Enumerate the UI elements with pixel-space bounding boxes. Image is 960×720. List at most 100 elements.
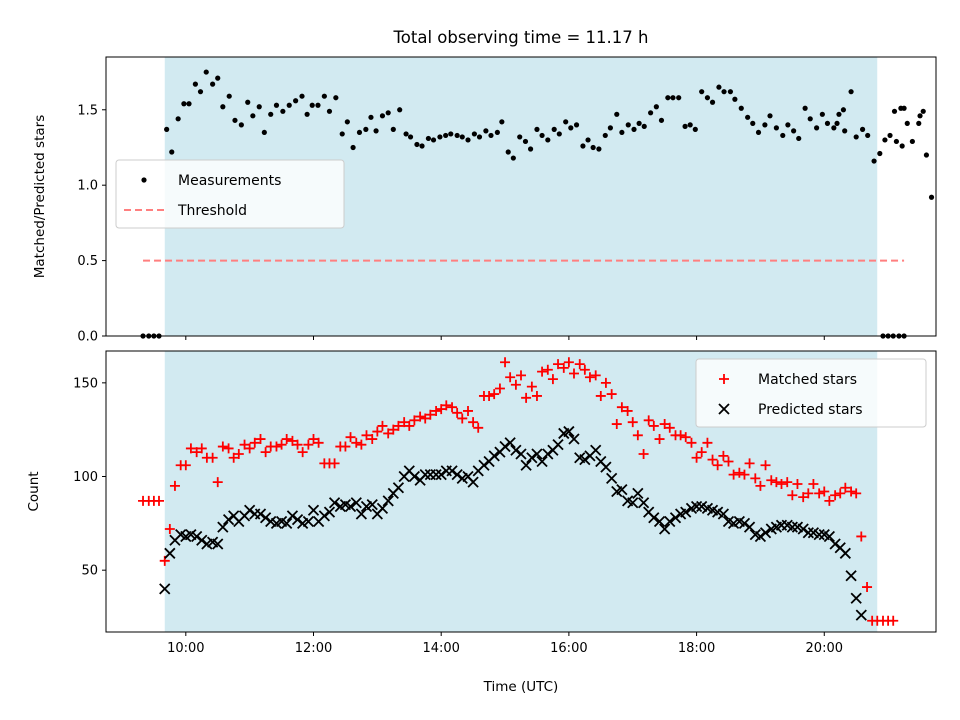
matched-star-marker [287, 435, 298, 446]
measurement-point [280, 108, 286, 114]
measurement-point [268, 111, 274, 117]
measurement-point [596, 146, 602, 152]
matched-star-marker [249, 437, 260, 448]
predicted-star-marker [344, 500, 357, 513]
predicted-star-marker [600, 461, 612, 473]
matched-star-marker [484, 390, 495, 401]
matched-star-marker [281, 434, 292, 445]
measurement-point [865, 132, 871, 139]
matched-star-marker [351, 437, 362, 448]
measurement-point [419, 143, 425, 149]
measurement-point [505, 149, 511, 155]
measurement-point [403, 131, 409, 137]
predicted-star-marker [191, 530, 203, 543]
predicted-star-marker [754, 530, 767, 543]
top-panel: 0.0 0.5 1.0 1.5 Matched/Predicted stars Mea… [32, 56, 937, 345]
y-tick-label: 1.0 [77, 179, 98, 194]
measurement-point [169, 149, 175, 155]
measurement-point [476, 134, 483, 140]
matched-star-marker [196, 443, 207, 454]
legend-box [115, 159, 345, 229]
predicted-star-marker [164, 547, 176, 559]
measurement-point [256, 104, 262, 110]
measurement-point [882, 137, 888, 143]
matched-star-marker [702, 437, 713, 448]
legend-label: Threshold [177, 203, 247, 219]
x-axis-label: Time (UTC) [483, 679, 559, 695]
matched-star-marker [383, 428, 394, 439]
matched-star-marker [568, 368, 579, 379]
measurement-point [250, 113, 256, 119]
predicted-star-marker [451, 469, 463, 481]
predicted-star-marker [376, 502, 389, 514]
measurement-point [309, 102, 315, 108]
predicted-star-marker [467, 476, 479, 488]
top-axes-frame [105, 56, 937, 337]
matched-star-marker [308, 434, 319, 445]
matched-star-marker [228, 452, 239, 463]
legend-label: Measurements [178, 173, 281, 189]
measurement-point [522, 138, 529, 145]
predicted-star-marker [536, 455, 548, 468]
matched-star-marker [824, 495, 835, 506]
matched-star-marker [627, 417, 638, 428]
measurement-point [238, 122, 244, 128]
measurement-point [648, 110, 654, 116]
matched-star-marker [452, 407, 463, 418]
matched-star-marker [329, 458, 340, 469]
measurement-point [192, 81, 198, 87]
matched-star-marker [207, 452, 218, 463]
x-tick-label: 16:00 [550, 641, 587, 656]
matched-star-marker [276, 439, 287, 450]
bottom-legend: Matched stars Predicted stars [695, 358, 927, 428]
predicted-star-marker [637, 497, 650, 509]
predicted-star-marker [281, 517, 293, 529]
matched-star-marker [553, 359, 564, 370]
matched-star-marker [718, 450, 729, 461]
matched-star-marker [169, 480, 180, 491]
matched-star-marker [260, 447, 271, 458]
measurement-point [304, 111, 310, 117]
measurement-point [197, 89, 204, 95]
matched-star-marker [212, 477, 223, 488]
matched-star-marker [516, 370, 526, 381]
matched-star-marker [851, 488, 862, 499]
matched-star-marker [510, 379, 521, 390]
y-tick-label: 1.5 [77, 103, 98, 118]
matched-star-marker [447, 402, 458, 413]
measurement-point [220, 104, 226, 110]
y-tick-label: 0.5 [77, 254, 98, 269]
matched-star-marker [292, 439, 303, 450]
predicted-star-marker [254, 508, 267, 520]
predicted-star-marker [222, 513, 235, 526]
measurement-point [653, 104, 659, 110]
predicted-star-marker [669, 512, 682, 524]
measurement-point [385, 110, 391, 116]
matched-star-marker [654, 434, 665, 445]
predicted-star-marker [318, 510, 330, 522]
matched-star-marker [744, 458, 755, 469]
legend-marker-measurements [141, 177, 147, 183]
legend-label: Predicted stars [758, 402, 863, 418]
matched-star-marker [415, 411, 426, 422]
measurement-point [738, 105, 744, 111]
predicted-star-marker [408, 470, 421, 483]
measurement-point [641, 123, 647, 129]
measurement-point [430, 137, 437, 143]
measurement-point [210, 81, 216, 87]
measurement-point [551, 126, 557, 132]
matched-star-marker [473, 422, 484, 433]
measurement-point [614, 111, 620, 117]
measurement-point [315, 102, 321, 108]
measurement-point [590, 144, 596, 151]
measurement-point [665, 95, 671, 101]
predicted-star-marker [392, 482, 405, 494]
predicted-star-marker [855, 609, 867, 621]
matched-star-marker [441, 400, 452, 411]
measurement-point [414, 141, 420, 148]
predicted-star-marker [680, 506, 692, 518]
measurement-point [534, 126, 540, 132]
matched-star-marker [537, 366, 548, 377]
measurement-point [692, 126, 698, 132]
matched-star-marker [707, 454, 718, 465]
